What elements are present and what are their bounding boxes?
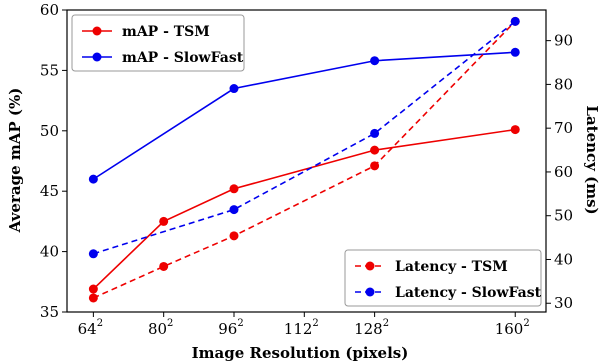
x-tick-label: 1122 bbox=[284, 318, 319, 338]
y-left-tick-label: 60 bbox=[40, 1, 59, 19]
y-right-tick-label: 80 bbox=[554, 75, 573, 93]
y-axis-left-title: Average mAP (%) bbox=[6, 88, 24, 234]
y-left-tick-label: 55 bbox=[40, 61, 59, 79]
data-point-map-tsm bbox=[159, 216, 169, 226]
y-left-tick-label: 35 bbox=[40, 303, 59, 321]
legend-top-box bbox=[71, 14, 245, 72]
data-point-map-slowfast bbox=[370, 56, 380, 66]
y-right-tick-label: 90 bbox=[554, 32, 573, 50]
legend-bottom-swatch-marker bbox=[365, 261, 375, 271]
series-line-latency-slowfast bbox=[93, 20, 516, 255]
data-point-map-slowfast bbox=[510, 47, 520, 57]
plot-frame bbox=[66, 9, 547, 313]
x-tick-label: 1282 bbox=[354, 318, 389, 338]
chart-marks bbox=[88, 16, 520, 303]
legend-bottom-box bbox=[344, 249, 542, 307]
data-point-map-tsm bbox=[370, 145, 380, 155]
data-point-map-tsm bbox=[510, 125, 520, 135]
x-axis-title: Image Resolution (pixels) bbox=[192, 344, 409, 362]
y-right-tick-label: 30 bbox=[554, 294, 573, 312]
legends: mAP - TSM mAP - SlowFast Latency - TSM Late… bbox=[71, 14, 542, 307]
legend-top-label: mAP - SlowFast bbox=[122, 50, 244, 66]
y-right-tick-label: 60 bbox=[554, 163, 573, 181]
data-point-map-tsm bbox=[229, 184, 239, 194]
legend-bottom-label: Latency - SlowFast bbox=[395, 285, 542, 301]
y-right-tick-label: 70 bbox=[554, 119, 573, 137]
data-point-latency-slowfast bbox=[88, 249, 98, 259]
legend-top-swatch-marker bbox=[92, 26, 102, 36]
y-right-tick-label: 40 bbox=[554, 250, 573, 268]
x-tick-label: 802 bbox=[148, 318, 173, 338]
chart-axes: 642 802 962 1122 1282 1602 35 40 45 50 55 60 30 40 50 6… bbox=[40, 1, 573, 338]
data-point-latency-slowfast bbox=[370, 128, 380, 138]
data-point-latency-slowfast bbox=[229, 205, 239, 215]
y-left-tick-label: 50 bbox=[40, 122, 59, 140]
data-point-latency-tsm bbox=[229, 231, 239, 241]
data-point-map-slowfast bbox=[229, 84, 239, 94]
y-left-tick-label: 40 bbox=[40, 243, 59, 261]
series-line-map-slowfast bbox=[92, 51, 516, 180]
legend-top-swatch-marker bbox=[92, 52, 102, 62]
x-tick-label: 962 bbox=[218, 318, 243, 338]
y-left-tick-label: 45 bbox=[40, 182, 59, 200]
legend-bottom-label: Latency - TSM bbox=[395, 259, 508, 275]
x-tick-label: 642 bbox=[78, 318, 103, 338]
data-point-map-slowfast bbox=[88, 174, 98, 184]
legend-top-label: mAP - TSM bbox=[122, 24, 210, 40]
data-point-latency-tsm bbox=[159, 261, 169, 271]
legend-bottom-swatch-marker bbox=[365, 287, 375, 297]
data-point-latency-tsm bbox=[370, 161, 380, 171]
data-point-latency-slowfast bbox=[510, 16, 520, 26]
y-axis-right-title: Latency (ms) bbox=[583, 105, 601, 214]
y-right-tick-label: 50 bbox=[554, 207, 573, 225]
x-tick-label: 1602 bbox=[495, 318, 530, 338]
data-point-map-tsm bbox=[88, 284, 98, 294]
data-point-latency-tsm bbox=[88, 293, 98, 303]
